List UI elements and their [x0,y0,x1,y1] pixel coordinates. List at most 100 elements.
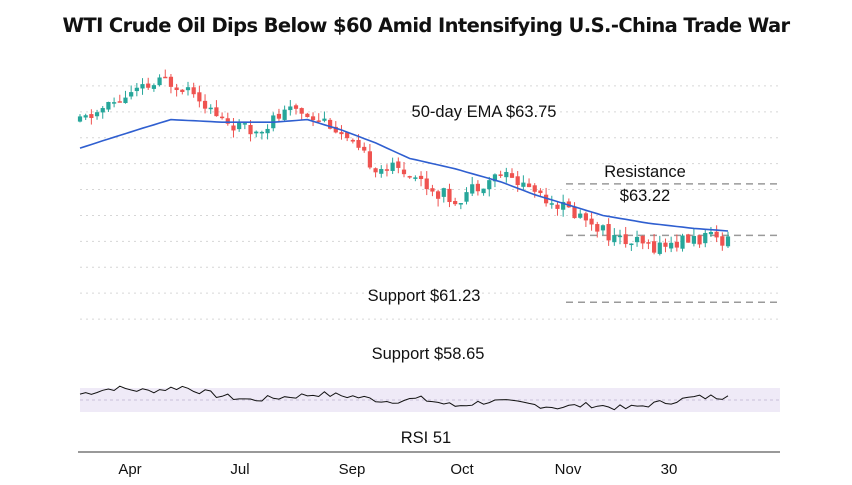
candle-body [89,114,94,119]
ema-line [79,118,729,232]
candle-body [691,235,696,244]
candle-body [526,183,532,188]
candle-body [623,234,628,245]
candle-body [282,109,287,120]
candle-body [538,190,543,194]
candle-body [379,168,384,174]
candle-body [83,115,88,118]
candle-body [447,188,452,203]
candle-body [436,191,441,199]
candle-body [276,113,282,119]
candle-body [634,236,640,243]
candle-body [225,118,230,124]
candle-body [310,116,316,121]
candle-body [595,224,600,232]
candle-body [254,131,259,134]
candle-body [94,112,100,117]
candle-body [703,232,708,244]
candle-body [470,184,475,194]
x-tick-label: Sep [339,461,366,478]
candle-body [339,132,344,135]
candle-body [191,87,196,95]
candle-body [515,176,520,186]
candle-body [686,234,691,243]
candle-body [129,92,134,97]
candle-body [481,188,486,194]
ema-line-group [79,118,729,232]
candle-body [640,235,645,244]
candle-body [652,241,657,253]
candle-body [202,100,208,109]
candle-body [373,168,378,173]
candle-body [174,87,179,91]
candle-body [328,119,333,129]
candle-body [362,146,367,151]
x-tick-label: Nov [555,461,582,478]
candle-body [220,116,225,119]
candle-body [157,77,162,86]
candle-body [293,105,299,109]
candle-body [441,188,446,197]
candle-body [384,169,390,171]
candle-body [424,178,429,190]
candle-body [407,176,412,178]
candle-body [242,123,247,125]
candle-body [123,97,128,104]
candle-body [146,83,151,88]
candle-body [396,161,401,168]
candle-body [106,101,111,110]
candle-body [151,85,156,89]
rsi-label: RSI 51 [401,429,451,447]
candle-body [140,84,145,89]
candle-body [197,92,202,102]
ema-label: 50-day EMA $63.75 [412,103,557,121]
candle-body [134,87,139,92]
candle-body [248,124,253,135]
candle-body [112,102,117,104]
candle-body [725,236,731,247]
x-tick-label: Apr [118,461,141,478]
candle-body [697,235,702,245]
candle-body [413,177,418,179]
candle-body [259,131,264,134]
candle-body [521,182,526,187]
candle-body [214,107,219,117]
candle-body [356,139,361,148]
candle-body [453,201,458,205]
candle-body [475,183,480,192]
candle-body [430,188,435,192]
candle-body [117,101,122,103]
rsi-line [79,385,729,411]
chart-title: WTI Crude Oil Dips Below $60 Amid Intens… [62,14,790,37]
candle-body [231,125,236,131]
x-tick-label: Oct [450,461,474,478]
candle-body [600,225,606,231]
candle-body [657,242,662,254]
candle-body [504,171,509,178]
candle-body [572,206,577,219]
candle-body [390,162,395,171]
candle-body [100,108,105,113]
candle-body [669,242,674,249]
candle-body [458,203,463,205]
candle-body [168,76,174,87]
candle-body [646,242,651,244]
candle-body [299,108,304,114]
candle-body [487,180,492,190]
rsi-panel [79,385,780,412]
candle-body [401,169,407,175]
candle-body [350,139,355,142]
candle-body [708,231,714,235]
candle-body [680,235,685,249]
candlesticks [77,69,731,256]
candle-body [589,218,594,225]
candle-body [509,173,515,178]
candle-body [345,132,350,139]
candle-body [578,213,583,218]
candle-body [532,185,537,192]
candle-body [549,203,554,205]
candle-body [288,106,293,111]
candle-body [77,116,83,122]
candle-body [418,175,424,180]
